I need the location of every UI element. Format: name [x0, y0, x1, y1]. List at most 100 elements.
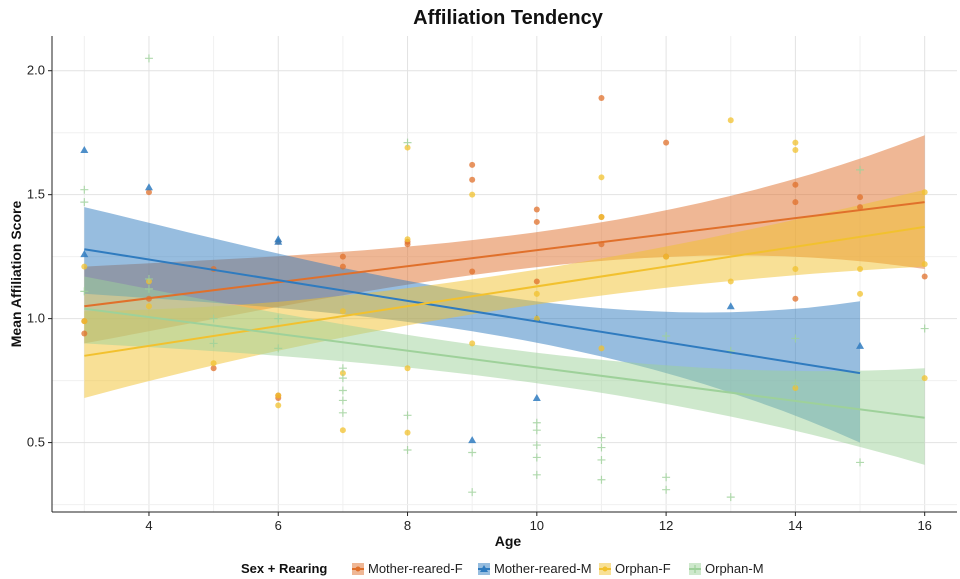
fit-line	[84, 201, 925, 308]
data-point	[663, 253, 670, 260]
data-point	[857, 266, 864, 273]
data-point	[339, 308, 346, 315]
data-point	[726, 346, 735, 355]
data-point	[662, 473, 671, 482]
x-tick-label: 10	[530, 518, 544, 533]
data-point	[469, 161, 476, 168]
data-point	[597, 443, 606, 452]
x-tick-label: 8	[404, 518, 411, 533]
data-point	[80, 185, 89, 194]
legend-label: Mother-reared-F	[368, 561, 463, 576]
data-point	[80, 198, 89, 207]
data-point	[404, 144, 411, 151]
data-point	[533, 278, 540, 285]
legend-key-marker	[480, 565, 488, 572]
data-point	[921, 261, 928, 268]
data-point	[469, 191, 476, 198]
data-point	[857, 290, 864, 297]
data-point	[920, 324, 929, 333]
data-point	[532, 441, 541, 450]
x-tick-label: 12	[659, 518, 673, 533]
data-point	[80, 146, 89, 154]
data-point	[275, 402, 282, 409]
data-point	[532, 393, 541, 401]
data-point	[469, 268, 476, 275]
data-point	[792, 385, 799, 392]
data-point	[792, 266, 799, 273]
data-point	[533, 206, 540, 213]
x-axis-title: Age	[495, 533, 522, 549]
data-point	[274, 237, 283, 245]
data-point	[533, 315, 540, 322]
data-point	[80, 250, 89, 258]
data-point	[145, 303, 152, 310]
data-point	[856, 165, 865, 174]
data-point	[532, 453, 541, 462]
data-point	[275, 392, 282, 399]
data-point	[727, 278, 734, 285]
data-point	[726, 493, 735, 502]
data-point	[209, 314, 218, 323]
data-point	[533, 218, 540, 225]
y-axis-title: Mean Affiliation Score	[8, 201, 24, 348]
data-point	[532, 418, 541, 427]
data-point	[338, 374, 347, 383]
data-point	[144, 54, 153, 63]
data-point	[145, 189, 152, 196]
data-point	[662, 331, 671, 340]
data-point	[921, 189, 928, 196]
legend-key	[689, 563, 701, 575]
data-point	[210, 360, 217, 367]
data-point	[81, 330, 88, 337]
data-point	[404, 241, 411, 248]
data-point	[598, 345, 605, 352]
data-point	[532, 470, 541, 479]
data-point	[338, 386, 347, 395]
fit-lines	[84, 201, 925, 419]
data-point	[727, 117, 734, 124]
data-point	[791, 334, 800, 343]
data-point	[209, 339, 218, 348]
data-point	[598, 94, 605, 101]
x-tick-label: 14	[788, 518, 802, 533]
confidence-band	[84, 207, 861, 443]
data-point	[339, 370, 346, 377]
data-point	[144, 274, 153, 283]
data-point	[81, 263, 88, 270]
data-point	[403, 446, 412, 455]
fit-line	[84, 248, 861, 375]
legend-key	[599, 563, 611, 575]
data-point	[598, 174, 605, 181]
data-point	[469, 340, 476, 347]
data-point	[597, 455, 606, 464]
data-point	[597, 475, 606, 484]
data-point	[598, 213, 605, 220]
data-point	[921, 375, 928, 382]
legend-label: Orphan-M	[705, 561, 764, 576]
data-point	[339, 263, 346, 270]
data-point	[404, 429, 411, 436]
x-tick-labels: 4 6 8 10 12 14 16	[145, 512, 932, 533]
data-point	[921, 273, 928, 280]
data-point	[338, 396, 347, 405]
confidence-bands	[84, 135, 925, 465]
data-point	[338, 364, 347, 373]
data-point	[80, 287, 89, 296]
data-point	[663, 139, 670, 146]
y-tick-label: 1.0	[27, 311, 45, 326]
x-tick-label: 6	[275, 518, 282, 533]
x-tick-label: 4	[145, 518, 152, 533]
legend-key	[478, 563, 490, 575]
data-point	[468, 436, 477, 444]
data-point	[792, 181, 799, 188]
legend-label: Mother-reared-M	[494, 561, 592, 576]
chart-title: Affiliation Tendency	[413, 7, 604, 29]
data-point	[274, 344, 283, 353]
data-point	[339, 253, 346, 260]
data-point	[81, 318, 88, 325]
data-point	[403, 411, 412, 420]
data-point	[791, 379, 800, 388]
data-point	[274, 314, 283, 323]
data-point	[144, 183, 153, 191]
